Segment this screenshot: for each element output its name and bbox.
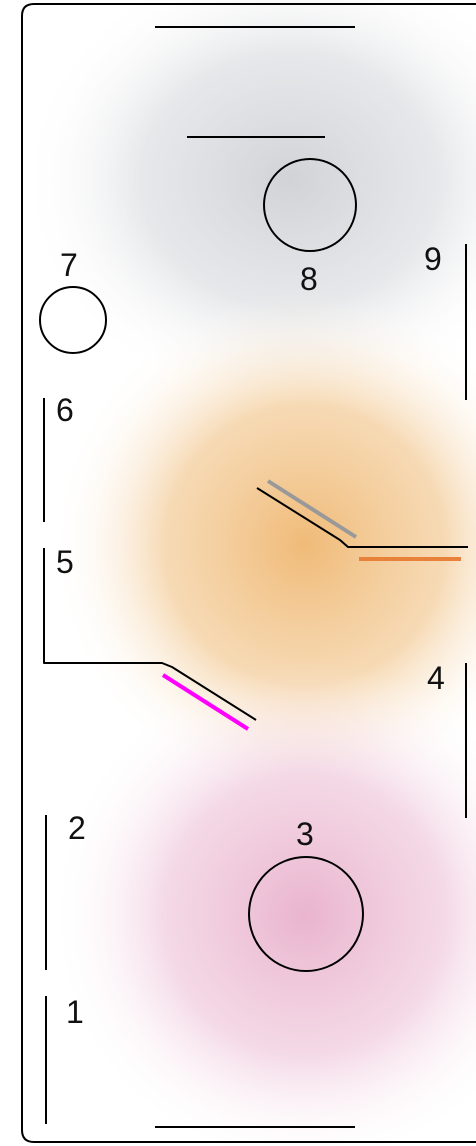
zone-label-2: 2 [68, 810, 86, 846]
zone-label-5: 5 [56, 544, 74, 580]
magenta-accent-line [161, 673, 250, 731]
circle-upper [263, 158, 357, 252]
gray-accent-line [266, 479, 358, 539]
zone-label-6: 6 [56, 392, 74, 428]
circle-lower [248, 856, 364, 972]
upper-bent-line [256, 487, 468, 548]
circle-small [39, 286, 107, 354]
zone-label-7: 7 [60, 247, 78, 283]
zone-label-9: 9 [424, 241, 442, 277]
zone-label-1: 1 [66, 994, 84, 1030]
zone-label-3: 3 [296, 816, 314, 852]
zone-label-8: 8 [300, 261, 318, 297]
bottom-glow [50, 660, 476, 1146]
lower-bent-line [43, 548, 257, 721]
zone-label-4: 4 [427, 660, 445, 696]
frame-outline [21, 3, 476, 1143]
